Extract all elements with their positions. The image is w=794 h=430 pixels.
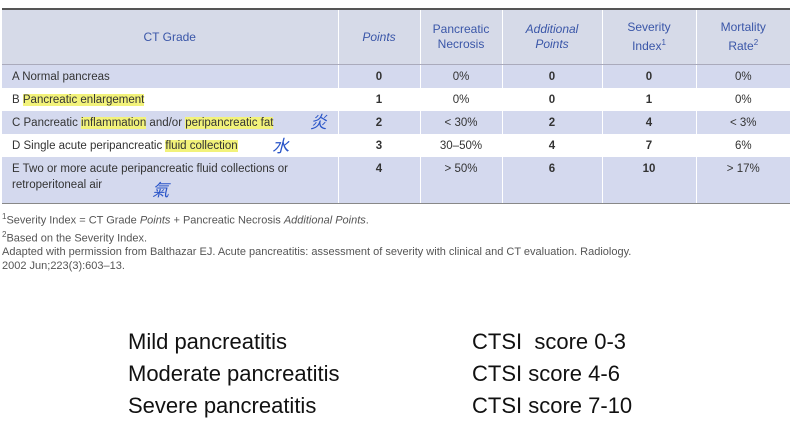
citation-line-1: Adapted with permission from Balthazar E… xyxy=(2,246,632,259)
header-pancreatic-necrosis: Pancreatic Necrosis xyxy=(419,8,502,65)
header-mortality-rate: Mortality Rate2 xyxy=(695,8,790,65)
necrosis-cell: 0% xyxy=(419,64,502,88)
mortality-cell: < 3% xyxy=(695,111,790,134)
mortality-cell: 0% xyxy=(695,88,790,111)
table-row: C Pancreatic inflammation and/or peripan… xyxy=(2,111,790,134)
severity-label: Severe pancreatitis xyxy=(128,393,317,418)
header-severity-index: Severity Index1 xyxy=(601,8,696,65)
highlighted-text: peripancreatic fat xyxy=(185,116,274,129)
table-row: A Normal pancreas 0 0% 0 0 0% xyxy=(2,64,790,88)
grade-cell: A Normal pancreas xyxy=(2,64,338,88)
header-additional-points: Additional Points xyxy=(501,8,602,65)
necrosis-cell: 30–50% xyxy=(419,134,502,157)
mortality-cell: 0% xyxy=(695,64,790,88)
necrosis-cell: > 50% xyxy=(419,157,502,204)
additional-cell: 0 xyxy=(501,88,602,111)
ct-severity-table-container: CT Grade Points Pancreatic Necrosis Addit… xyxy=(2,8,790,204)
header-ct-grade: CT Grade xyxy=(2,8,338,65)
points-cell: 2 xyxy=(337,111,420,134)
severity-row: Mild pancreatitis CTSI score 0-3 xyxy=(128,326,632,358)
severity-cell: 10 xyxy=(601,157,696,204)
footnote-2: 2Based on the Severity Index. xyxy=(2,229,148,245)
points-cell: 4 xyxy=(337,157,420,204)
points-cell: 3 xyxy=(337,134,420,157)
highlighted-text: inflammation xyxy=(81,116,147,129)
header-points: Points xyxy=(337,8,420,65)
grade-cell: C Pancreatic inflammation and/or peripan… xyxy=(2,111,338,134)
mortality-cell: 6% xyxy=(695,134,790,157)
ct-severity-table: CT Grade Points Pancreatic Necrosis Addit… xyxy=(2,8,790,204)
severity-label: Mild pancreatitis xyxy=(128,329,287,354)
grade-cell: D Single acute peripancreatic fluid coll… xyxy=(2,134,338,157)
necrosis-cell: 0% xyxy=(419,88,502,111)
severity-score: CTSI score 4-6 xyxy=(472,361,620,386)
severity-cell: 1 xyxy=(601,88,696,111)
severity-classification: Mild pancreatitis CTSI score 0-3 Moderat… xyxy=(128,326,632,422)
handwritten-annotation: 氣 xyxy=(152,181,169,201)
additional-cell: 0 xyxy=(501,64,602,88)
additional-cell: 2 xyxy=(501,111,602,134)
severity-cell: 7 xyxy=(601,134,696,157)
citation-line-2: 2002 Jun;223(3):603–13. xyxy=(2,260,125,273)
severity-row: Moderate pancreatitis CTSI score 4-6 xyxy=(128,358,632,390)
mortality-cell: > 17% xyxy=(695,157,790,204)
table-row: D Single acute peripancreatic fluid coll… xyxy=(2,134,790,157)
severity-cell: 4 xyxy=(601,111,696,134)
necrosis-cell: < 30% xyxy=(419,111,502,134)
table-row: E Two or more acute peripancreatic fluid… xyxy=(2,157,790,204)
footnote-1: 1Severity Index = CT Grade Points + Panc… xyxy=(2,212,369,227)
severity-label: Moderate pancreatitis xyxy=(128,361,340,386)
additional-cell: 6 xyxy=(501,157,602,204)
severity-score: CTSI score 0-3 xyxy=(472,329,627,354)
points-cell: 0 xyxy=(337,64,420,88)
table-header-row: CT Grade Points Pancreatic Necrosis Addit… xyxy=(2,8,790,65)
footnotes: 1Severity Index = CT Grade Points + Panc… xyxy=(2,210,792,273)
grade-cell: E Two or more acute peripancreatic fluid… xyxy=(2,157,338,204)
handwritten-annotation: 炎 xyxy=(310,113,327,133)
additional-cell: 4 xyxy=(501,134,602,157)
table-row: B Pancreatic enlargement 1 0% 0 1 0% xyxy=(2,88,790,111)
severity-cell: 0 xyxy=(601,64,696,88)
grade-cell: B Pancreatic enlargement xyxy=(2,88,338,111)
severity-row: Severe pancreatitis CTSI score 7-10 xyxy=(128,390,632,422)
highlighted-text: fluid collection xyxy=(165,139,238,152)
handwritten-annotation: 水 xyxy=(272,137,289,157)
severity-score: CTSI score 7-10 xyxy=(472,393,633,418)
highlighted-text: Pancreatic enlargement xyxy=(22,93,145,106)
points-cell: 1 xyxy=(337,88,420,111)
